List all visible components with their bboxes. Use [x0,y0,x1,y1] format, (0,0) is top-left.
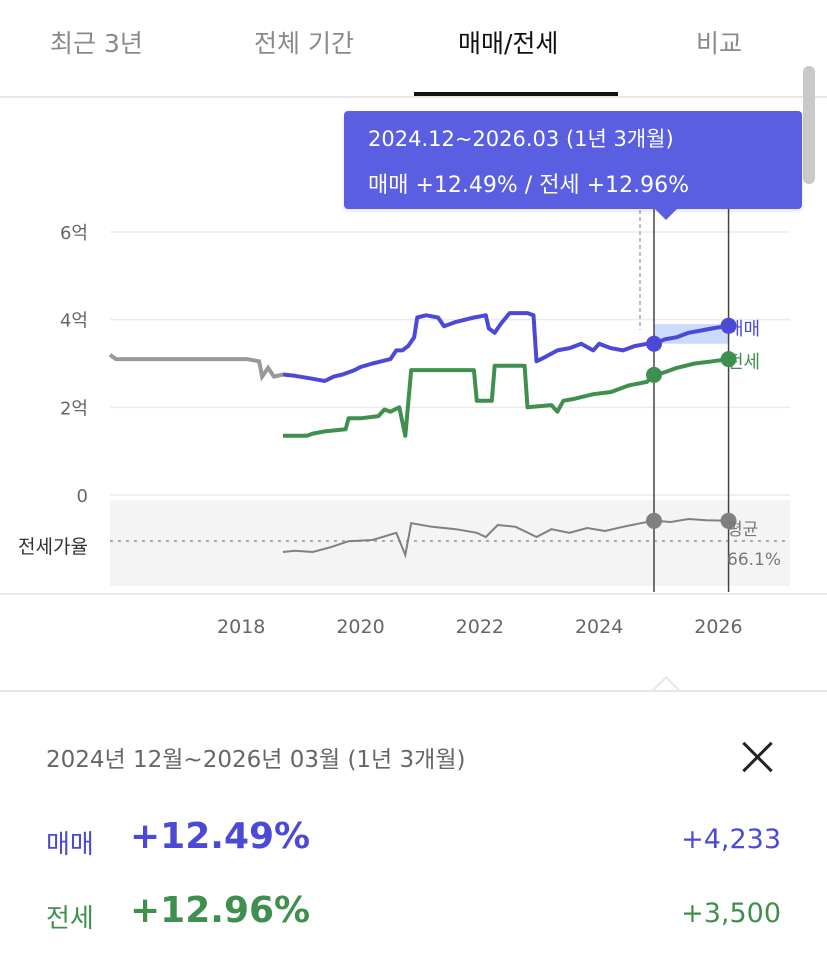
sale-series-label: 매매 [727,319,760,340]
sale-change-percent: +12.49% [130,816,311,857]
jeonse-label: 전세 [46,904,94,934]
ratio-average-label: 평균 [727,520,758,540]
tooltip-changes: 매매 +12.49% / 전세 +12.96% [368,173,689,198]
jeonse-change-amount: +3,500 [681,898,781,929]
active-tab-indicator [414,92,618,96]
selection-dots [646,317,737,529]
y-tick-labels: 0 2억 4억 6억 [60,223,88,507]
sale-label: 매매 [46,830,94,860]
x-tick-labels: 2018 2020 2022 2024 2026 [217,616,743,638]
x-tick-label-4: 2026 [694,616,742,638]
scrollbar[interactable] [803,66,815,184]
sale-dot-start [646,335,662,352]
tab-compare[interactable]: 비교 [696,29,743,58]
x-tick-label-1: 2020 [336,616,384,638]
sale-dot-end [720,317,737,334]
y-tick-label-0: 0 [77,486,88,507]
ratio-dot-start [646,512,662,529]
summary-range: 2024년 12월~2026년 03월 (1년 3개월) [46,747,466,773]
ratio-band [110,500,790,586]
jeonse-dot-end [720,351,737,368]
range-tooltip: 2024.12~2026.03 (1년 3개월) 매매 +12.49% / 전세… [344,111,802,209]
tab-sale-jeonse[interactable]: 매매/전세 [458,29,559,58]
price-chart[interactable]: 0 2억 4억 6억 매매 전세 전세가율 평균 66.1% 2018 2020 2022… [0,98,827,650]
y-gridlines [110,231,790,496]
y-tick-label-2: 4억 [60,311,88,332]
x-tick-label-3: 2024 [575,616,623,638]
tooltip-arrow [654,208,678,220]
jeonse-change-percent: +12.96% [130,890,311,931]
ratio-dot-end [720,512,737,529]
x-tick-label-0: 2018 [217,616,265,638]
tab-bar: 최근 3년 전체 기간 매매/전세 비교 [0,0,827,98]
sale-price-line [282,311,729,383]
y-tick-label-1: 2억 [60,398,88,419]
jeonse-series-label: 전세 [727,352,760,373]
prior-price-line [108,353,284,382]
x-tick-label-2: 2022 [456,616,504,638]
tab-all-period[interactable]: 전체 기간 [254,29,354,58]
jeonse-dot-start [646,366,662,383]
tab-recent-3-years[interactable]: 최근 3년 [50,29,143,58]
summary-panel: 2024년 12월~2026년 03월 (1년 3개월) 매매 +12.49% … [0,690,827,965]
y-tick-label-3: 6억 [60,223,88,244]
close-icon[interactable] [740,740,774,774]
ratio-axis-label: 전세가율 [18,536,88,558]
tooltip-range: 2024.12~2026.03 (1년 3개월) [368,127,674,151]
sale-change-amount: +4,233 [681,824,781,855]
ratio-average-value: 66.1% [727,550,781,570]
